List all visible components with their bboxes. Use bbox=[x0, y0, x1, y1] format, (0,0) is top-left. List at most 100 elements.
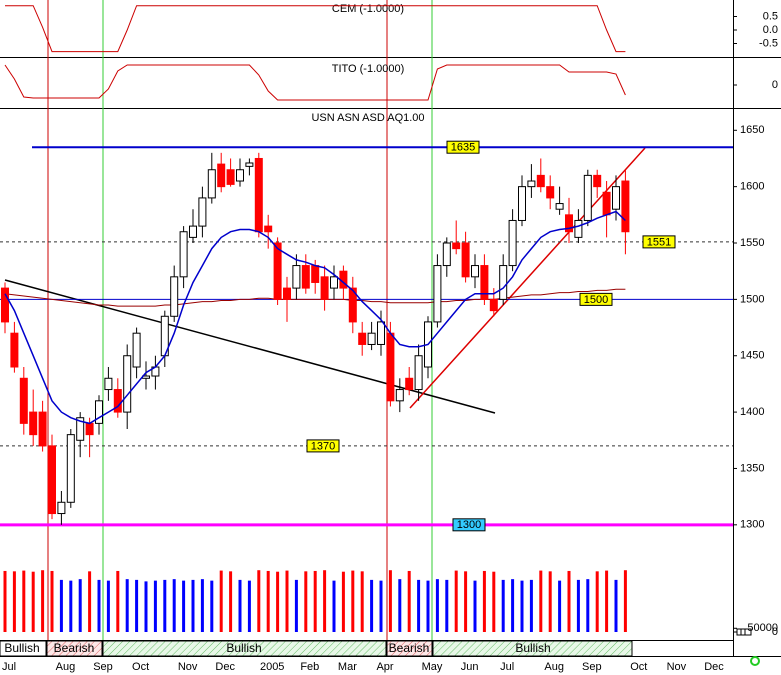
volume-bar bbox=[492, 571, 496, 632]
volume-bar bbox=[219, 570, 223, 632]
volume-bar bbox=[210, 580, 214, 632]
volume-bar bbox=[529, 579, 533, 632]
volume-bar bbox=[520, 580, 524, 632]
volume-bar bbox=[200, 579, 204, 632]
candle-body bbox=[471, 265, 479, 278]
volume-bar bbox=[623, 570, 627, 632]
candle-body bbox=[311, 265, 320, 283]
volume-bar bbox=[445, 579, 449, 632]
volume-bar bbox=[567, 570, 571, 632]
volume-bar bbox=[163, 579, 167, 632]
volume-bar bbox=[398, 579, 402, 632]
candle-body bbox=[320, 276, 329, 300]
indicator-line bbox=[5, 5, 626, 53]
volume-bar bbox=[595, 571, 599, 632]
candle-body bbox=[198, 197, 207, 227]
level-label: 1370 bbox=[311, 440, 335, 452]
volume-bar bbox=[313, 570, 317, 632]
volume-bar bbox=[12, 571, 16, 632]
volume-bar bbox=[388, 570, 392, 632]
regime-label: Bearish bbox=[54, 641, 95, 655]
y-tick-label: 1600 bbox=[740, 181, 764, 193]
candle-body bbox=[386, 332, 395, 402]
x-tick-label: Nov bbox=[667, 661, 687, 673]
candle-body bbox=[536, 174, 545, 188]
volume-bar bbox=[106, 580, 110, 632]
y-tick-label: 50000 bbox=[747, 622, 778, 634]
candle-body bbox=[461, 242, 470, 278]
candle-body bbox=[348, 287, 357, 323]
level-label-box bbox=[306, 439, 340, 453]
volume-bar bbox=[614, 579, 618, 632]
trend-lines bbox=[4, 147, 646, 414]
candle-body bbox=[518, 186, 526, 221]
x-tick-label: 2005 bbox=[260, 661, 284, 673]
level-label: 1500 bbox=[584, 294, 608, 306]
regime-label: Bullish bbox=[515, 641, 550, 655]
y-tick-label: 1400 bbox=[740, 406, 764, 418]
candle-body bbox=[236, 169, 244, 182]
candle-body bbox=[95, 400, 103, 424]
volume-bar bbox=[191, 579, 195, 632]
regime-band bbox=[102, 640, 387, 657]
candle-body bbox=[565, 214, 573, 233]
candle-body bbox=[207, 169, 216, 199]
candle-body bbox=[433, 265, 442, 323]
volume-bar bbox=[59, 579, 63, 632]
candle-body bbox=[104, 377, 113, 391]
level-label-box bbox=[446, 140, 480, 154]
y-tick-label: 1450 bbox=[740, 350, 764, 362]
volume-bar bbox=[417, 579, 421, 632]
volume-bar bbox=[323, 570, 327, 632]
y-tick-label: 0.0 bbox=[763, 24, 778, 36]
volume-bar bbox=[351, 570, 355, 632]
volume-bar bbox=[454, 570, 458, 632]
candle-body bbox=[452, 242, 461, 250]
volume-bar bbox=[229, 571, 233, 632]
volume-bar bbox=[285, 570, 289, 632]
y-tick-label: 0.5 bbox=[763, 10, 778, 22]
volume-bar bbox=[501, 579, 505, 632]
volume-bar bbox=[50, 570, 54, 632]
level-label: 1551 bbox=[647, 236, 671, 248]
volume-bar bbox=[238, 579, 242, 632]
x-tick-label: May bbox=[422, 661, 443, 673]
candle-body bbox=[377, 321, 385, 345]
y-tick-label: 1650 bbox=[740, 124, 764, 136]
volume-bar bbox=[41, 570, 45, 632]
candle-body bbox=[38, 411, 47, 447]
level-label: 1300 bbox=[457, 519, 481, 531]
volume-bar bbox=[370, 579, 374, 632]
volume-bar bbox=[31, 571, 35, 632]
y-tick-label: 1300 bbox=[740, 519, 764, 531]
x-tick-label: Aug bbox=[544, 661, 564, 673]
volume-bar bbox=[473, 580, 477, 632]
candle-body bbox=[602, 191, 611, 216]
candle-body bbox=[132, 332, 141, 368]
candle-body bbox=[226, 169, 235, 185]
candle-body bbox=[57, 501, 66, 515]
volume-bar bbox=[125, 579, 129, 632]
volume-bar bbox=[482, 570, 486, 632]
candle-body bbox=[283, 287, 291, 300]
level-label: 1635 bbox=[451, 142, 475, 154]
volume-bar bbox=[257, 570, 261, 632]
y-tick-label: -0.5 bbox=[759, 37, 778, 49]
candle-body bbox=[480, 265, 489, 300]
candle-body bbox=[527, 180, 536, 188]
candle-body bbox=[245, 162, 254, 167]
volume-bar bbox=[379, 580, 383, 632]
volume-bar bbox=[341, 571, 345, 632]
candle-body bbox=[499, 265, 508, 300]
x-tick-label: Sep bbox=[582, 661, 602, 673]
candle-body bbox=[574, 219, 583, 238]
candle-body bbox=[593, 174, 602, 188]
candle-body bbox=[489, 298, 498, 312]
candle-body bbox=[66, 434, 75, 503]
candle-body bbox=[358, 332, 367, 345]
x-tick-label: Feb bbox=[300, 661, 319, 673]
candle-body bbox=[301, 265, 310, 289]
candle-body bbox=[48, 445, 56, 515]
volume-bar bbox=[97, 579, 101, 632]
